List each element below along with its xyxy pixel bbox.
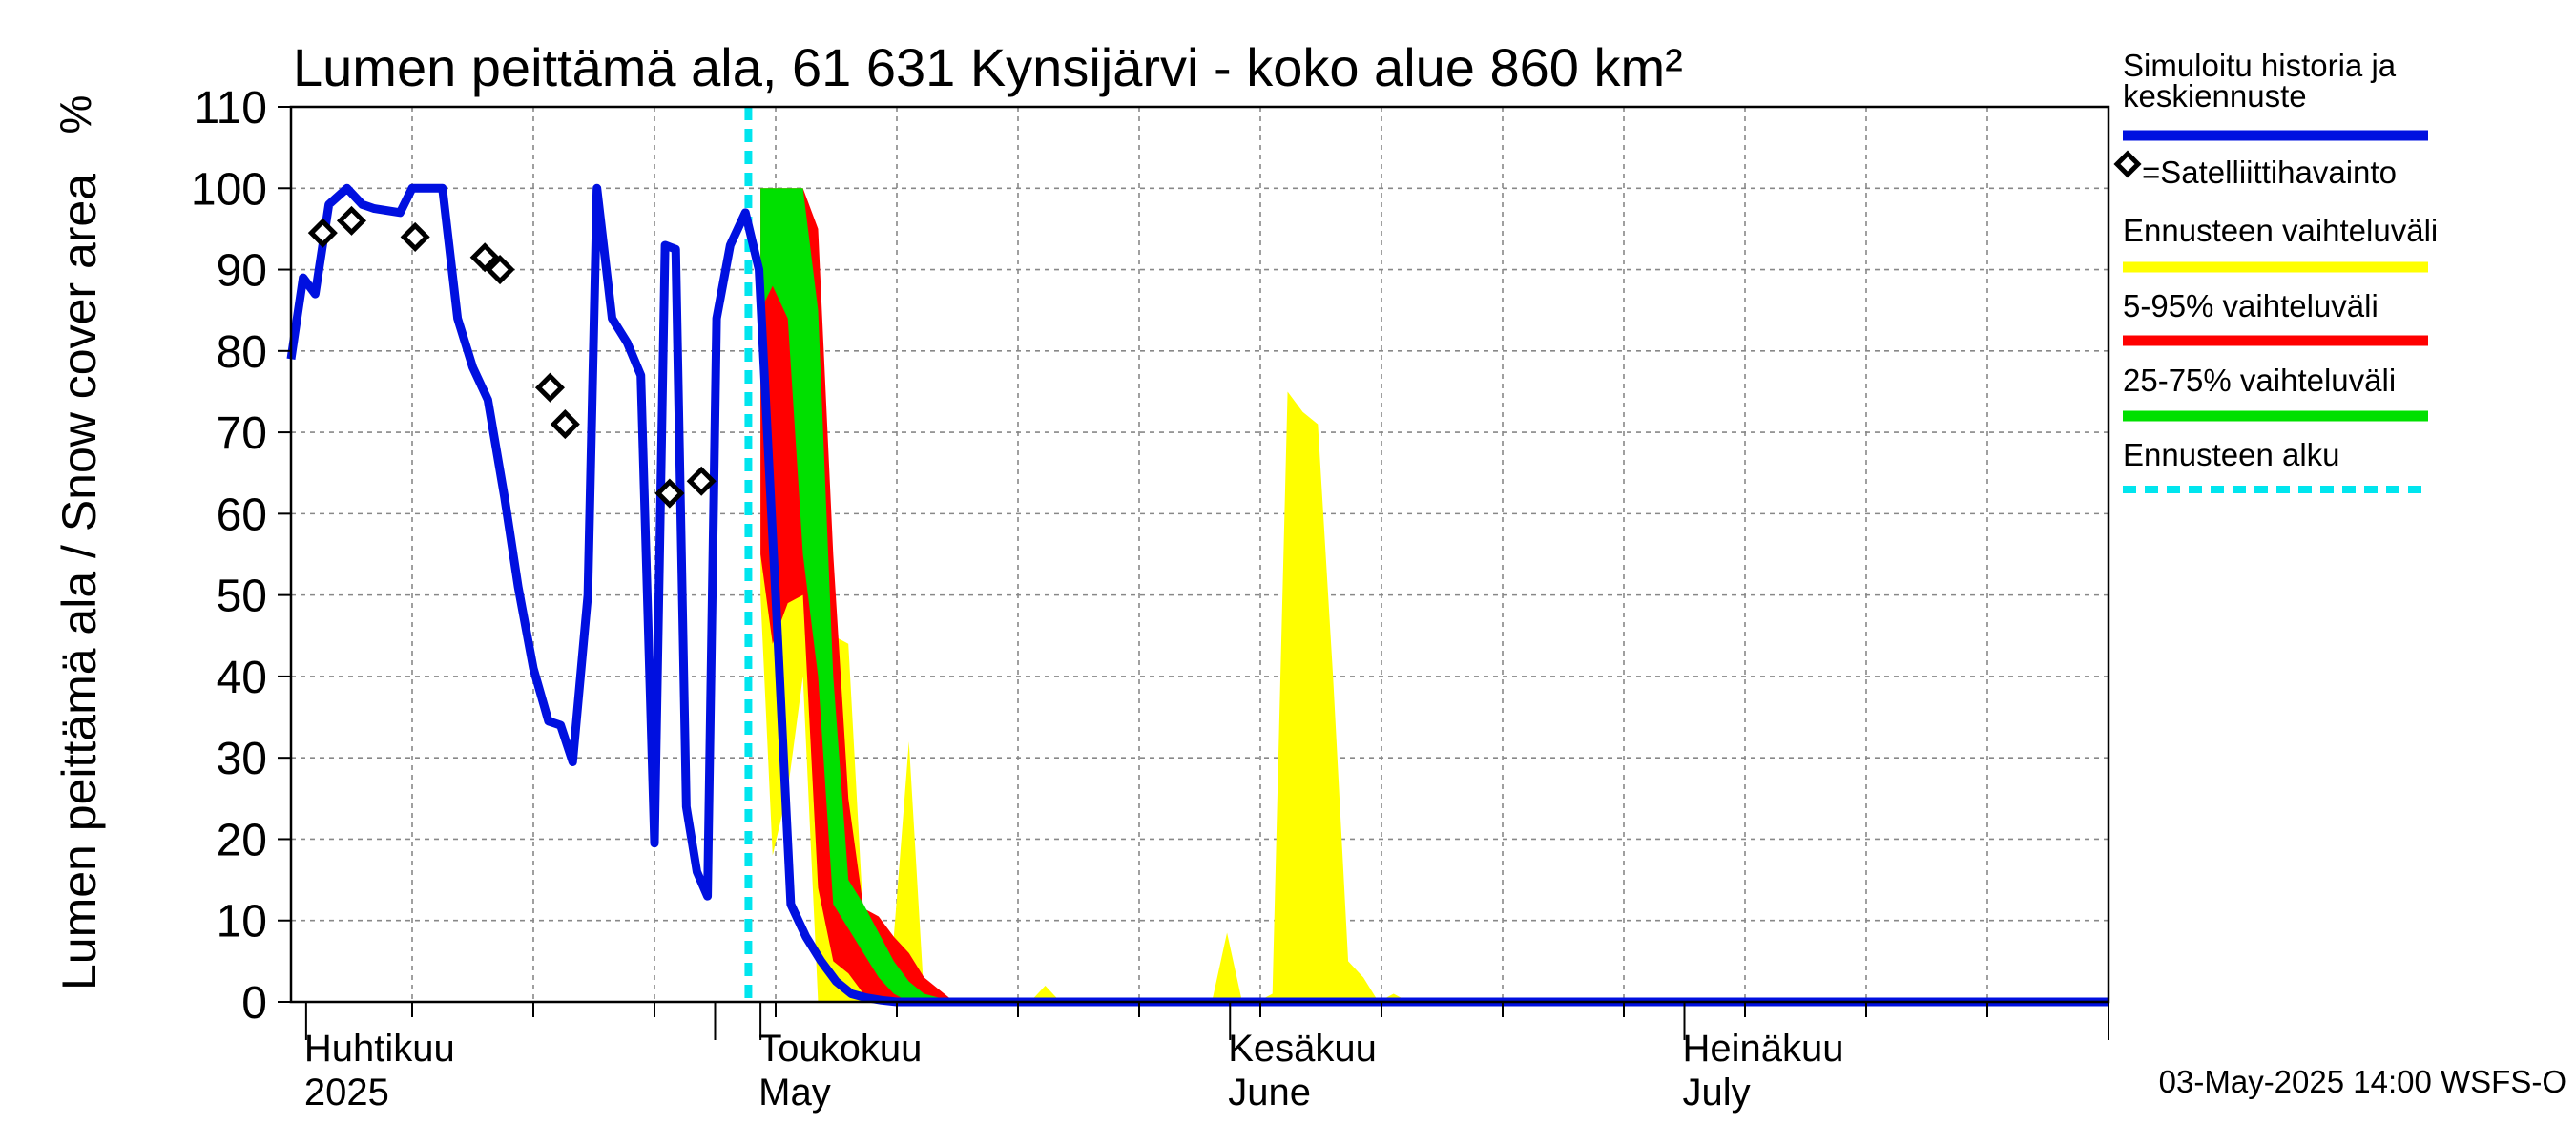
y-unit-label: % <box>51 95 100 135</box>
y-tick-label: 70 <box>217 408 267 459</box>
legend-label: Simuloitu historia ja <box>2123 48 2397 83</box>
simulated-line <box>286 183 2109 1007</box>
forecast-bands <box>760 188 1470 1003</box>
legend-label: 5-95% vaihteluväli <box>2123 288 2379 323</box>
satellite-point <box>534 372 565 403</box>
month-label-fi: Huhtikuu <box>304 1028 455 1070</box>
month-label-fi: Heinäkuu <box>1683 1028 1844 1070</box>
satellite-point <box>686 466 717 496</box>
y-tick-label: 10 <box>217 897 267 947</box>
legend-label: =Satelliittihavainto <box>2142 155 2397 190</box>
legend-label: Ennusteen vaihteluväli <box>2123 213 2438 248</box>
y-tick-label: 100 <box>191 164 267 215</box>
month-label-en: July <box>1683 1072 1751 1114</box>
series-lines <box>286 107 2109 1007</box>
legend-marker-icon <box>2113 150 2142 178</box>
y-axis-label: Lumen peittämä ala / Snow cover area <box>52 174 106 990</box>
legend-label: 25-75% vaihteluväli <box>2123 363 2396 398</box>
y-tick-label: 110 <box>194 83 267 134</box>
y-tick-label: 0 <box>241 978 267 1029</box>
satellite-point <box>550 409 580 440</box>
month-label-en: 2025 <box>304 1072 389 1114</box>
month-label-en: May <box>758 1072 831 1114</box>
satellite-point <box>654 478 685 509</box>
y-tick-label: 40 <box>217 653 267 703</box>
satellite-point <box>469 242 500 273</box>
satellite-point <box>400 221 430 252</box>
y-tick-label: 30 <box>217 734 267 784</box>
y-tick-label: 80 <box>217 327 267 378</box>
satellite-markers <box>307 205 717 509</box>
chart-title: Lumen peittämä ala, 61 631 Kynsijärvi - … <box>293 37 1683 97</box>
band-ffff00 <box>760 188 1470 1003</box>
y-tick-label: 50 <box>217 572 267 622</box>
y-tick-label: 20 <box>217 815 267 865</box>
grid <box>291 107 2109 1002</box>
legend-label: keskiennuste <box>2123 78 2307 114</box>
month-label-fi: Toukokuu <box>758 1028 922 1070</box>
satellite-point <box>485 255 515 285</box>
satellite-point <box>307 218 338 248</box>
month-label-en: June <box>1228 1072 1311 1114</box>
y-tick-label: 60 <box>217 489 267 540</box>
y-tick-label: 90 <box>217 246 267 297</box>
legend-label: Ennusteen alku <box>2123 437 2340 472</box>
month-label-fi: Kesäkuu <box>1228 1028 1377 1070</box>
band-00e000 <box>760 188 955 1003</box>
footer-timestamp: 03-May-2025 14:00 WSFS-O <box>2159 1064 2566 1099</box>
plot-frame <box>289 105 2110 1004</box>
satellite-point <box>336 205 367 236</box>
